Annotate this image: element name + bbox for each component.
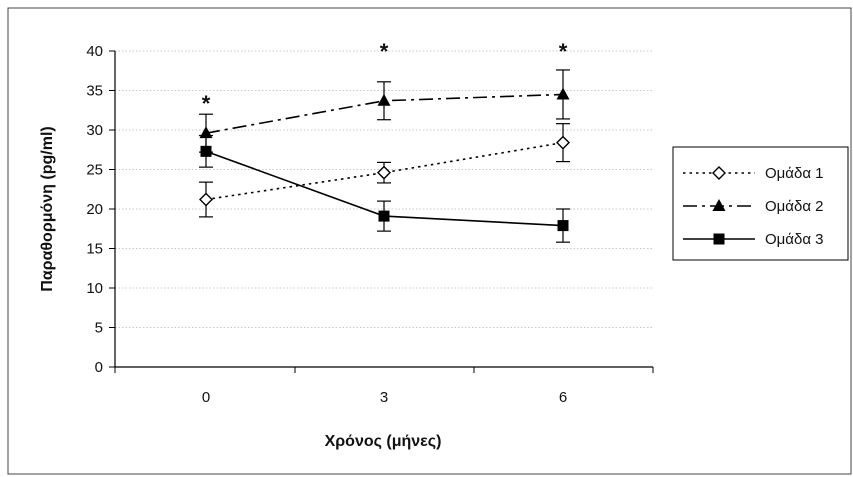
y-tick-label: 20 [86, 201, 103, 218]
legend-item-1: Ομάδα 1 [683, 165, 824, 182]
legend-box [672, 146, 849, 261]
figure-frame [7, 7, 852, 475]
x-ticks: 0 3 6 [114, 367, 654, 406]
y-ticks: 0 5 10 15 20 25 30 35 40 [86, 43, 115, 376]
data-point [556, 135, 570, 150]
x-tick-label: 3 [380, 389, 388, 406]
y-tick-label: 10 [86, 280, 103, 297]
series-line [205, 93, 564, 134]
data-point [199, 192, 213, 207]
data-point [378, 210, 390, 222]
series-3 [199, 134, 570, 243]
y-tick-label: 15 [86, 241, 103, 258]
data-point [557, 220, 569, 232]
legend-marker [713, 233, 725, 245]
data-point [377, 165, 391, 180]
y-axis-title: Παραθορμόνη (pg/ml) [39, 126, 56, 291]
series-2 [199, 69, 570, 153]
x-tick-label: 0 [202, 389, 210, 406]
y-tick-label: 0 [95, 359, 103, 376]
significance-star: * [380, 39, 389, 64]
legend-label: Ομάδα 2 [765, 198, 824, 215]
legend-label: Ομάδα 1 [765, 165, 824, 182]
data-point [556, 87, 570, 100]
annotations: * * * [202, 39, 568, 116]
legend: Ομάδα 1 Ομάδα 2 Ομάδα 3 [672, 146, 849, 261]
legend-marker [712, 166, 726, 180]
legend-marker [712, 199, 726, 211]
significance-star: * [202, 91, 211, 116]
legend-item-2: Ομάδα 2 [683, 198, 824, 215]
y-tick-label: 40 [86, 43, 103, 60]
series [199, 69, 570, 243]
data-point [200, 145, 212, 157]
y-tick-label: 35 [86, 83, 103, 100]
y-tick-label: 25 [86, 162, 103, 179]
legend-item-3: Ομάδα 3 [683, 231, 824, 248]
series-1 [199, 123, 570, 218]
y-tick-label: 30 [86, 122, 103, 139]
data-point [377, 93, 391, 106]
x-axis-title: Χρόνος (μήνες) [325, 433, 442, 450]
legend-label: Ομάδα 3 [765, 231, 824, 248]
series-line [205, 141, 564, 201]
significance-star: * [559, 39, 568, 64]
x-tick-label: 6 [559, 389, 567, 406]
y-tick-label: 5 [95, 320, 103, 337]
